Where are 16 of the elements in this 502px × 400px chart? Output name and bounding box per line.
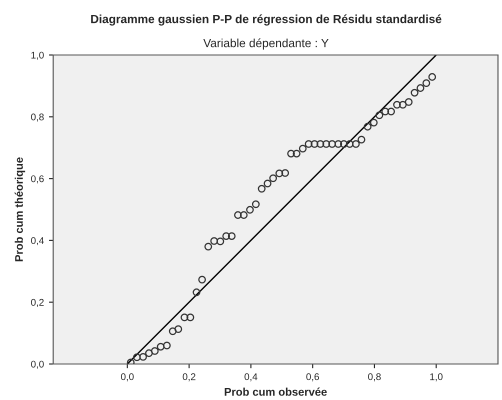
y-tick-label: 0,2: [31, 298, 44, 307]
chart-title: Diagramme gaussien P-P de régression de Résidu standardisé: [91, 14, 442, 26]
y-tick-label: 0,8: [31, 114, 44, 122]
x-tick-label: 0,2: [182, 373, 196, 382]
y-axis-title: Prob cum théorique: [14, 157, 26, 262]
x-tick-label: 0,6: [306, 373, 319, 382]
y-tick-label: 0,0: [31, 360, 44, 369]
x-tick-label: 0,0: [120, 373, 134, 382]
x-axis-title: Prob cum observée: [224, 388, 327, 396]
x-tick-label: 0,4: [244, 373, 258, 382]
y-tick-label: 0,4: [31, 237, 44, 246]
y-tick-label: 1,0: [31, 52, 44, 60]
y-tick-label: 0,6: [31, 175, 44, 184]
x-tick-label: 0,8: [368, 373, 381, 382]
chart-subtitle: Variable dépendante : Y: [203, 38, 329, 50]
x-tick-label: 1,0: [430, 373, 443, 382]
